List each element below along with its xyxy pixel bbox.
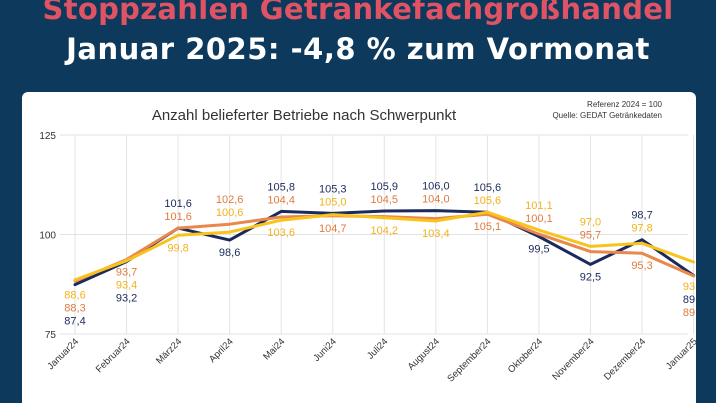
data-label: 92,5 xyxy=(580,271,601,283)
x-tick-label: Mai24 xyxy=(261,336,287,362)
x-tick-label: Januar24 xyxy=(45,336,81,372)
x-tick-label: Januar25 xyxy=(664,336,696,372)
y-tick-label: 100 xyxy=(39,231,56,242)
data-label: 88,3 xyxy=(64,303,85,315)
data-label: 97,8 xyxy=(631,223,652,235)
data-label: 104,0 xyxy=(422,194,450,206)
data-label: 87,4 xyxy=(64,316,85,328)
data-label: 104,2 xyxy=(371,225,399,237)
data-label: 95,7 xyxy=(580,229,601,241)
data-label: 88,6 xyxy=(64,290,85,302)
data-label: 100,1 xyxy=(525,213,553,225)
data-label: 105,6 xyxy=(474,195,502,207)
x-tick-label: November24 xyxy=(550,336,596,382)
chart-note-source: Quelle: GEDAT Getränkedaten xyxy=(552,111,662,120)
y-tick-label: 125 xyxy=(39,131,56,142)
data-label: 101,6 xyxy=(164,211,192,223)
data-label: 99,5 xyxy=(528,243,549,255)
data-label: 104,4 xyxy=(267,194,295,206)
data-label: 101,6 xyxy=(164,198,192,210)
slide-subtitle: Januar 2025: -4,8 % zum Vormonat xyxy=(66,32,650,66)
data-label: 105,0 xyxy=(319,196,347,208)
data-label: 93,4 xyxy=(116,280,137,292)
data-label: 93,2 xyxy=(116,293,137,305)
data-label: 105,9 xyxy=(371,181,399,193)
x-tick-label: Dezember24 xyxy=(602,336,648,382)
chart-title: Anzahl belieferter Betriebe nach Schwerp… xyxy=(152,107,457,124)
data-label: 105,8 xyxy=(267,181,295,193)
data-label: 106,0 xyxy=(422,181,450,193)
data-label: 95,3 xyxy=(631,260,652,272)
data-label: 104,5 xyxy=(371,194,399,206)
data-label: 105,3 xyxy=(319,183,347,195)
data-label: 89,6 xyxy=(683,307,696,319)
x-tick-label: Juni24 xyxy=(311,336,339,364)
data-label: 102,6 xyxy=(216,194,244,206)
data-label: 103,4 xyxy=(422,228,450,240)
slide-title: Stoppzahlen Getränkefachgroßhandel xyxy=(42,0,674,26)
x-tick-label: Oktober24 xyxy=(506,336,545,375)
x-tick-label: Juli24 xyxy=(365,336,390,361)
data-label: 100,6 xyxy=(216,207,244,219)
data-label: 93,7 xyxy=(116,267,137,279)
x-tick-label: März24 xyxy=(154,336,184,366)
data-label: 99,8 xyxy=(167,242,188,254)
data-label: 104,7 xyxy=(319,223,347,235)
x-tick-label: August24 xyxy=(406,336,442,372)
x-tick-label: April24 xyxy=(207,336,236,365)
data-label: 98,7 xyxy=(631,210,652,222)
data-label: 97,0 xyxy=(580,216,601,228)
data-label: 105,6 xyxy=(474,182,502,194)
data-label: 98,6 xyxy=(219,247,240,259)
x-tick-label: September24 xyxy=(445,336,493,384)
chart-note-reference: Referenz 2024 = 100 xyxy=(587,100,662,109)
x-tick-label: Februar24 xyxy=(94,336,133,375)
data-label: 103,6 xyxy=(267,227,295,239)
data-label: 105,1 xyxy=(474,221,502,233)
y-tick-label: 75 xyxy=(45,330,57,341)
chart-panel: Anzahl belieferter Betriebe nach Schwerp… xyxy=(22,92,696,403)
series-line-2 xyxy=(73,210,696,282)
data-label: 101,1 xyxy=(525,200,553,212)
line-chart: Anzahl belieferter Betriebe nach Schwerp… xyxy=(39,100,696,384)
data-label: 89,7 xyxy=(683,294,696,306)
data-label: 93,1 xyxy=(683,281,696,293)
